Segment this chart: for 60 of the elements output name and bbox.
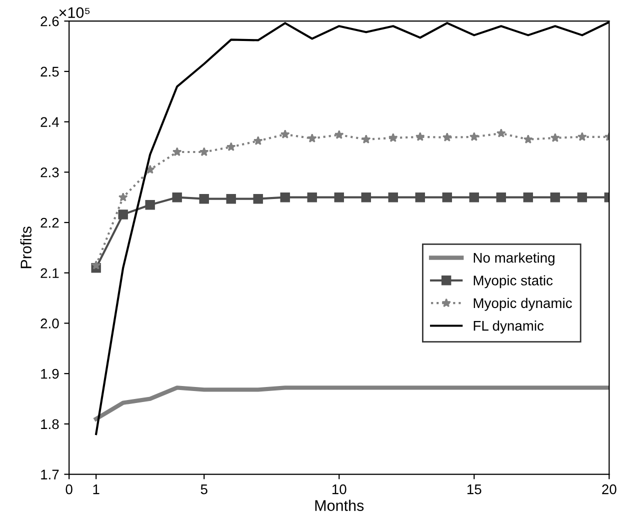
point	[280, 192, 290, 202]
point	[361, 192, 371, 202]
point	[496, 128, 506, 138]
point	[523, 192, 534, 202]
y-tick-label: 2.1	[40, 268, 59, 278]
point	[523, 134, 533, 144]
point	[172, 192, 182, 202]
point	[280, 130, 290, 138]
x-axis-title: Months	[315, 500, 364, 511]
point	[118, 210, 128, 220]
point	[226, 194, 236, 204]
y-axis-title: Profits	[20, 226, 32, 268]
point	[578, 132, 587, 141]
point	[145, 200, 155, 210]
point	[469, 192, 479, 202]
point	[442, 192, 452, 202]
point	[415, 132, 425, 141]
point	[307, 192, 317, 202]
legend-label: Myopic static	[474, 275, 553, 288]
y-tick-label: 1.9	[41, 368, 59, 379]
point	[469, 132, 479, 141]
point	[91, 260, 101, 270]
point	[253, 136, 263, 145]
x-tick-label: 1	[93, 484, 100, 494]
point	[199, 147, 209, 156]
point	[253, 194, 263, 204]
point	[334, 130, 344, 139]
y-tick-label: 1.7	[41, 470, 59, 480]
text: ×10⁵	[59, 7, 90, 18]
line-series	[94, 386, 610, 421]
legend-label: Myopic dynamic	[474, 298, 572, 311]
y-tick-label: 2.2	[40, 218, 59, 228]
y-tick-label: 2.6	[40, 16, 59, 26]
y-tick-label: 2.0	[40, 318, 59, 328]
point	[388, 192, 398, 202]
legend-label: No marketing	[474, 252, 554, 266]
point	[361, 134, 371, 144]
point	[226, 142, 236, 152]
point	[496, 192, 506, 202]
point	[577, 192, 588, 202]
x-tick-label: 5	[200, 484, 208, 494]
x-tick-label: 10	[332, 484, 346, 494]
point	[442, 132, 452, 142]
legend-label: FL dynamic	[474, 320, 544, 334]
point	[415, 192, 425, 202]
point	[388, 133, 398, 142]
y-tick-label: 2.3	[40, 167, 59, 178]
point	[199, 194, 209, 204]
x-tick-label: 20	[602, 484, 616, 494]
x-tick-label: 0	[66, 484, 72, 494]
y-tick-label: 2.5	[40, 66, 59, 77]
y-tick-label: 2.4	[40, 117, 59, 127]
point	[307, 134, 317, 142]
y-tick-label: 1.8	[41, 419, 59, 430]
point	[118, 192, 128, 202]
point	[172, 147, 182, 156]
point	[550, 133, 560, 142]
point	[550, 192, 560, 202]
x-tick-label: 15	[467, 484, 482, 494]
point	[334, 192, 344, 202]
